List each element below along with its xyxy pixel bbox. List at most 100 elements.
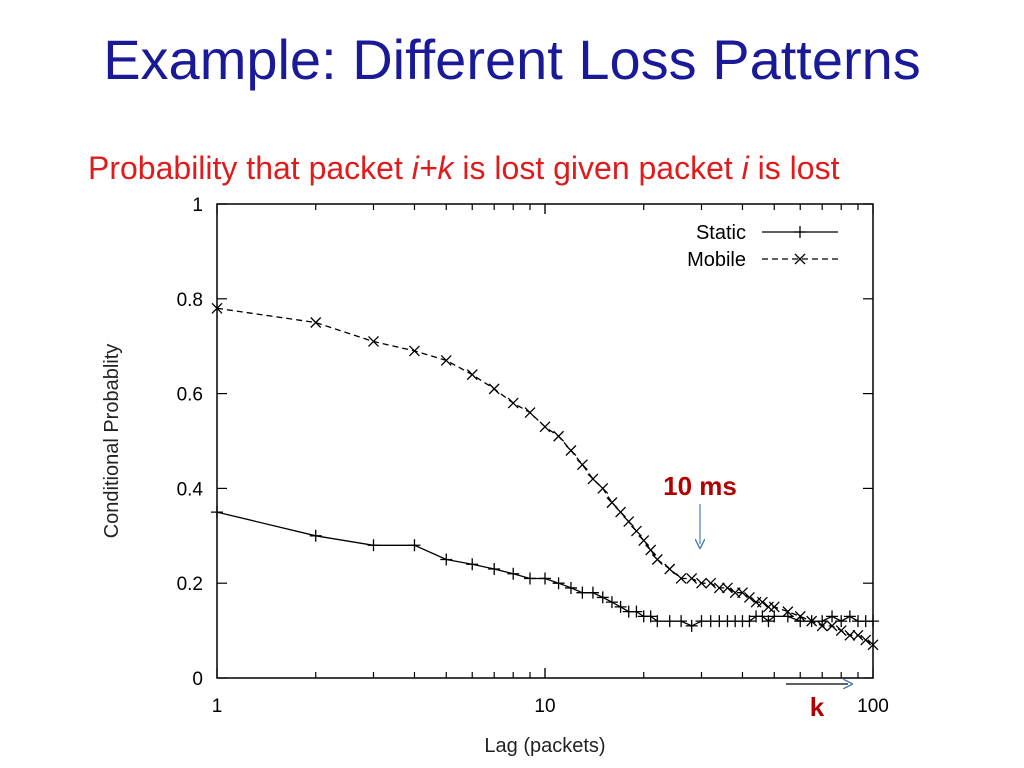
y-tick-label: 0.2 bbox=[177, 574, 203, 595]
data-point-static bbox=[309, 529, 322, 542]
data-point-static bbox=[644, 610, 657, 623]
data-point-static bbox=[211, 506, 223, 519]
subtitle-part-c: is lost given packet bbox=[453, 150, 742, 186]
data-point-static bbox=[762, 615, 775, 628]
data-point-static bbox=[663, 615, 676, 628]
data-point-mobile bbox=[440, 354, 452, 366]
data-point-static bbox=[826, 610, 839, 623]
legend-static-label: Static bbox=[696, 222, 746, 244]
x-tick-label: 10 bbox=[534, 696, 555, 717]
data-point-mobile bbox=[852, 629, 864, 641]
data-point-static bbox=[564, 581, 577, 594]
subtitle-part-e: is lost bbox=[748, 150, 840, 186]
data-point-mobile bbox=[587, 473, 599, 485]
data-point-static bbox=[743, 615, 756, 628]
data-point-mobile bbox=[675, 573, 687, 584]
data-point-mobile bbox=[782, 606, 794, 618]
series-line-static bbox=[216, 511, 873, 627]
data-point-static bbox=[596, 591, 609, 604]
data-point-mobile bbox=[826, 620, 838, 632]
data-point-mobile bbox=[638, 535, 650, 546]
legend: Static Mobile bbox=[687, 222, 838, 271]
data-point-static bbox=[586, 586, 599, 599]
y-tick-label: 0.8 bbox=[177, 290, 203, 311]
tick-labels: 0 0.2 0.4 0.6 0.8 1 1 10 100 bbox=[177, 195, 889, 717]
data-point-static bbox=[408, 539, 421, 552]
series-mobile bbox=[211, 302, 879, 651]
data-point-static bbox=[756, 610, 769, 623]
data-point-mobile bbox=[722, 582, 733, 594]
data-point-mobile bbox=[565, 445, 577, 456]
data-point-mobile bbox=[466, 369, 478, 381]
annotation-10ms-label: 10 ms bbox=[663, 471, 737, 501]
data-point-mobile bbox=[651, 554, 663, 565]
data-point-mobile bbox=[211, 302, 223, 314]
x-tick-label: 1 bbox=[212, 696, 223, 717]
data-point-mobile bbox=[576, 459, 588, 471]
y-tick-label: 0 bbox=[192, 669, 203, 690]
data-point-mobile bbox=[816, 620, 828, 632]
data-point-static bbox=[614, 600, 627, 613]
data-point-mobile bbox=[768, 601, 780, 613]
data-point-mobile bbox=[615, 506, 627, 518]
axis-ticks bbox=[216, 203, 874, 679]
y-tick-label: 1 bbox=[192, 195, 203, 216]
data-point-static bbox=[843, 610, 856, 623]
data-point-static bbox=[440, 553, 453, 566]
legend-static-marker bbox=[794, 226, 806, 238]
data-point-mobile bbox=[553, 430, 565, 442]
series-line-mobile bbox=[216, 307, 874, 646]
data-point-static bbox=[552, 577, 565, 590]
data-point-mobile bbox=[524, 407, 536, 419]
slide-title: Example: Different Loss Patterns bbox=[103, 28, 921, 91]
data-point-mobile bbox=[630, 525, 642, 537]
data-point-mobile bbox=[713, 582, 725, 594]
data-point-mobile bbox=[867, 639, 879, 651]
data-point-static bbox=[768, 610, 781, 623]
data-point-mobile bbox=[686, 573, 698, 584]
subtitle-part-b: i+k bbox=[411, 150, 454, 186]
data-point-mobile bbox=[488, 383, 500, 395]
data-point-static bbox=[867, 615, 879, 628]
data-point-mobile bbox=[806, 615, 818, 627]
data-point-static bbox=[539, 572, 551, 585]
series-static bbox=[211, 506, 879, 632]
data-point-static bbox=[651, 615, 664, 628]
data-point-mobile bbox=[409, 345, 420, 357]
data-point-static bbox=[630, 605, 643, 618]
legend-mobile-marker bbox=[794, 253, 806, 265]
legend-mobile-label: Mobile bbox=[687, 249, 746, 271]
data-point-static bbox=[675, 615, 688, 628]
y-tick-label: 0.4 bbox=[177, 479, 204, 500]
data-point-mobile bbox=[762, 601, 774, 613]
x-axis-label: Lag (packets) bbox=[484, 735, 605, 757]
data-point-mobile bbox=[835, 625, 847, 637]
data-point-mobile bbox=[597, 482, 609, 494]
data-point-mobile bbox=[606, 497, 618, 509]
data-point-static bbox=[488, 562, 501, 575]
data-point-mobile bbox=[310, 317, 322, 328]
data-point-mobile bbox=[645, 544, 657, 556]
data-point-mobile bbox=[539, 421, 551, 433]
data-point-static bbox=[367, 539, 380, 552]
data-point-static bbox=[507, 567, 520, 580]
data-point-mobile bbox=[664, 563, 676, 575]
data-point-mobile bbox=[705, 577, 717, 589]
subtitle-part-d: i bbox=[741, 150, 749, 186]
data-point-mobile bbox=[756, 596, 768, 608]
data-point-mobile bbox=[507, 397, 519, 409]
data-point-static bbox=[523, 572, 536, 585]
x-tick-label: 100 bbox=[857, 696, 889, 717]
slide-subtitle: Probability that packet i+k is lost give… bbox=[88, 146, 839, 190]
y-tick-label: 0.6 bbox=[177, 385, 203, 406]
data-point-mobile bbox=[844, 629, 856, 641]
data-point-mobile bbox=[743, 591, 755, 603]
data-point-mobile bbox=[368, 336, 379, 347]
data-point-mobile bbox=[860, 634, 872, 646]
data-point-static bbox=[605, 596, 618, 609]
annotation-k-label: k bbox=[810, 692, 825, 722]
data-point-mobile bbox=[737, 587, 748, 599]
y-axis-label: Conditional Probablity bbox=[101, 344, 123, 539]
data-point-mobile bbox=[794, 610, 806, 622]
